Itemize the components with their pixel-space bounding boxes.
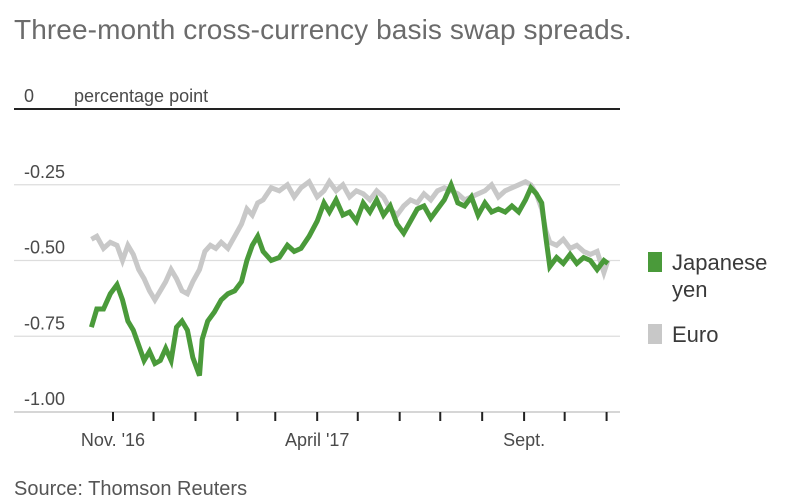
y-tick-label: -0.75	[24, 313, 65, 333]
y-axis-unit-label: percentage point	[74, 86, 208, 106]
series-line-japanese-yen	[89, 178, 610, 377]
legend-label-euro: Euro	[672, 322, 718, 347]
y-tick-label: 0	[24, 86, 34, 106]
legend-swatch-euro	[648, 324, 662, 344]
source-note: Source: Thomson Reuters	[14, 478, 248, 500]
legend-swatch-japanese-yen	[648, 252, 662, 272]
y-tick-label: -0.25	[24, 162, 65, 182]
y-tick-label: -1.00	[24, 389, 65, 409]
chart-title: Three-month cross-currency basis swap sp…	[14, 14, 632, 45]
series-line-euro	[90, 177, 611, 305]
legend-label-japanese-yen: Japanese	[672, 250, 767, 275]
x-tick-label: Nov. '16	[81, 430, 145, 450]
x-tick-label: Sept.	[503, 430, 545, 450]
x-tick-label: April '17	[285, 430, 349, 450]
y-tick-label: -0.50	[24, 238, 65, 258]
legend-label-japanese-yen-line2: yen	[672, 277, 707, 302]
